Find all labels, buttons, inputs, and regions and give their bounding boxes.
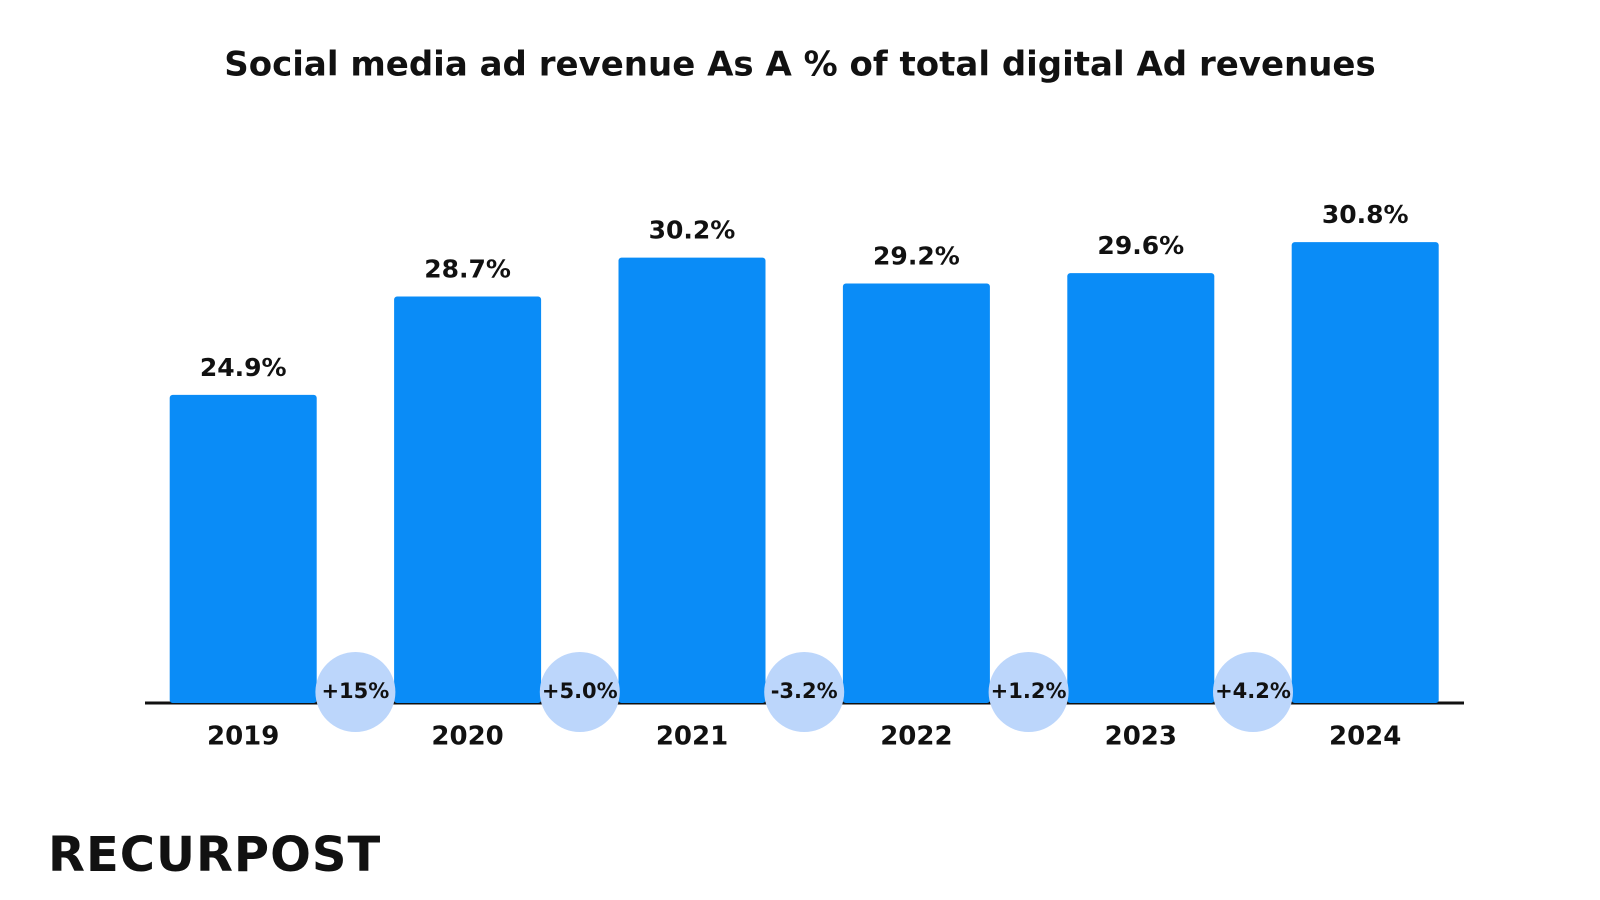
value-label: 28.7% (424, 254, 511, 283)
change-bubble (315, 652, 396, 732)
change-bubble (539, 652, 620, 732)
logo: RECURPOST (48, 827, 381, 883)
change-bubble (764, 652, 845, 732)
value-label: 30.2% (649, 216, 736, 245)
change-label: +4.2% (1215, 679, 1291, 703)
bar (842, 283, 990, 703)
value-label: 29.6% (1097, 231, 1184, 260)
bar (1067, 273, 1215, 703)
change-label: -3.2% (771, 679, 838, 703)
x-tick-label: 2021 (656, 722, 728, 752)
change-bubble (988, 652, 1069, 732)
value-label: 29.2% (873, 242, 960, 271)
change-label: +1.2% (991, 679, 1067, 703)
bar (394, 296, 542, 703)
x-tick-label: 2023 (1105, 722, 1177, 752)
change-label: +5.0% (542, 679, 618, 703)
bar (618, 257, 766, 703)
chart-title: Social media ad revenue As A % of total … (224, 45, 1375, 85)
change-bubble (1213, 652, 1293, 732)
value-label: 24.9% (200, 353, 287, 382)
bar (169, 394, 317, 703)
x-tick-label: 2024 (1329, 722, 1401, 752)
x-tick-label: 2019 (207, 722, 279, 752)
value-label: 30.8% (1322, 200, 1409, 229)
change-label: +15% (321, 679, 389, 703)
x-tick-label: 2022 (880, 722, 952, 752)
bar (1291, 242, 1439, 704)
x-tick-label: 2020 (431, 722, 503, 752)
